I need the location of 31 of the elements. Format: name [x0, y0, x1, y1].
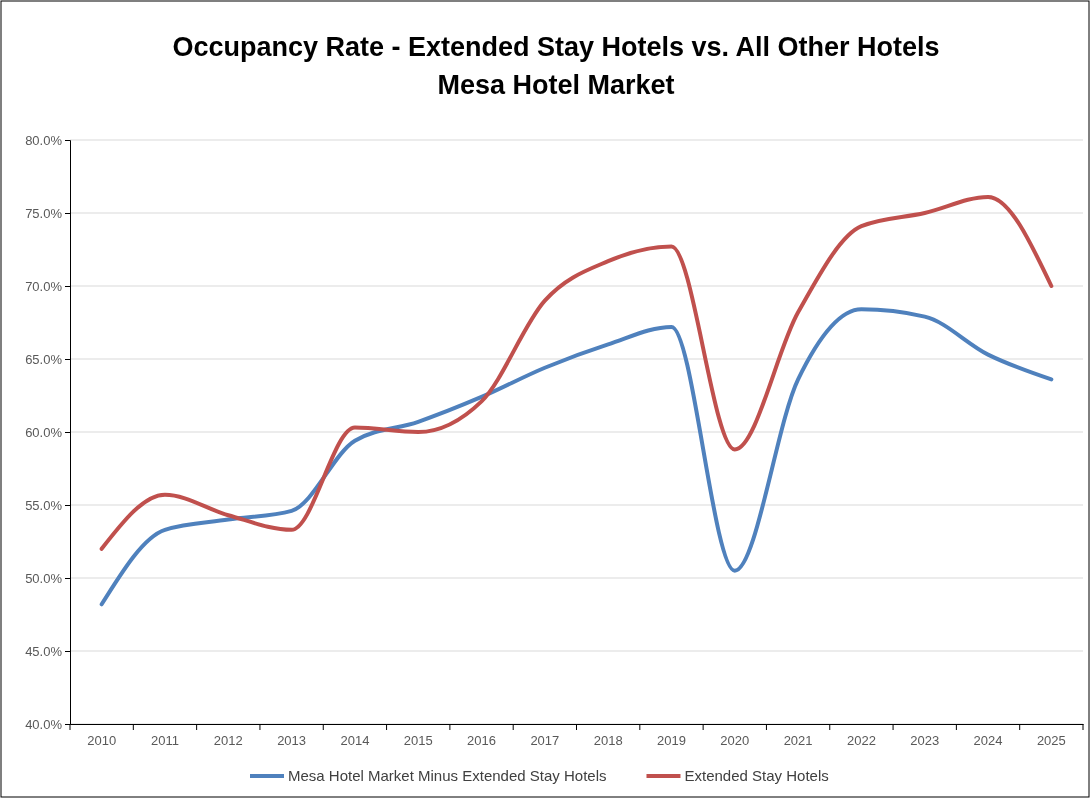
x-tick-label: 2023	[910, 733, 940, 749]
x-tick-label: 2010	[87, 733, 117, 749]
x-tick-label: 2012	[213, 733, 243, 749]
x-tick-label: 2021	[783, 733, 813, 749]
x-tick-label: 2013	[277, 733, 307, 749]
x-tick-label: 2016	[467, 733, 496, 749]
x-tick-label: 2014	[340, 733, 370, 749]
x-tick-label: 2025	[1036, 733, 1066, 749]
y-tick-label: 60.0%	[25, 424, 63, 440]
y-tick-label: 70.0%	[25, 278, 63, 294]
chart-title: Occupancy Rate - Extended Stay Hotels vs. All Other Hotels	[172, 32, 940, 62]
y-tick-label: 45.0%	[25, 643, 63, 659]
x-tick-label: 2020	[720, 733, 750, 749]
y-tick-label: 50.0%	[25, 570, 63, 586]
x-tick-label: 2019	[657, 733, 686, 749]
y-tick-label: 55.0%	[25, 497, 63, 513]
legend-label: Mesa Hotel Market Minus Extended Stay Hotels	[288, 767, 607, 784]
x-tick-label: 2022	[846, 733, 876, 749]
y-tick-label: 65.0%	[25, 351, 63, 367]
chart-subtitle: Mesa Hotel Market	[437, 70, 675, 100]
line-series	[99, 307, 1054, 607]
x-tick-label: 2015	[403, 733, 433, 749]
x-tick-label: 2018	[593, 733, 623, 749]
x-tick-label: 2024	[973, 733, 1003, 749]
x-tick-label: 2011	[150, 733, 179, 749]
y-tick-label: 75.0%	[25, 205, 63, 221]
y-tick-label: 80.0%	[25, 132, 63, 148]
y-tick-label: 40.0%	[25, 716, 63, 732]
legend-label: Extended Stay Hotels	[684, 767, 829, 784]
x-tick-label: 2017	[530, 733, 560, 749]
line-series	[99, 194, 1054, 551]
